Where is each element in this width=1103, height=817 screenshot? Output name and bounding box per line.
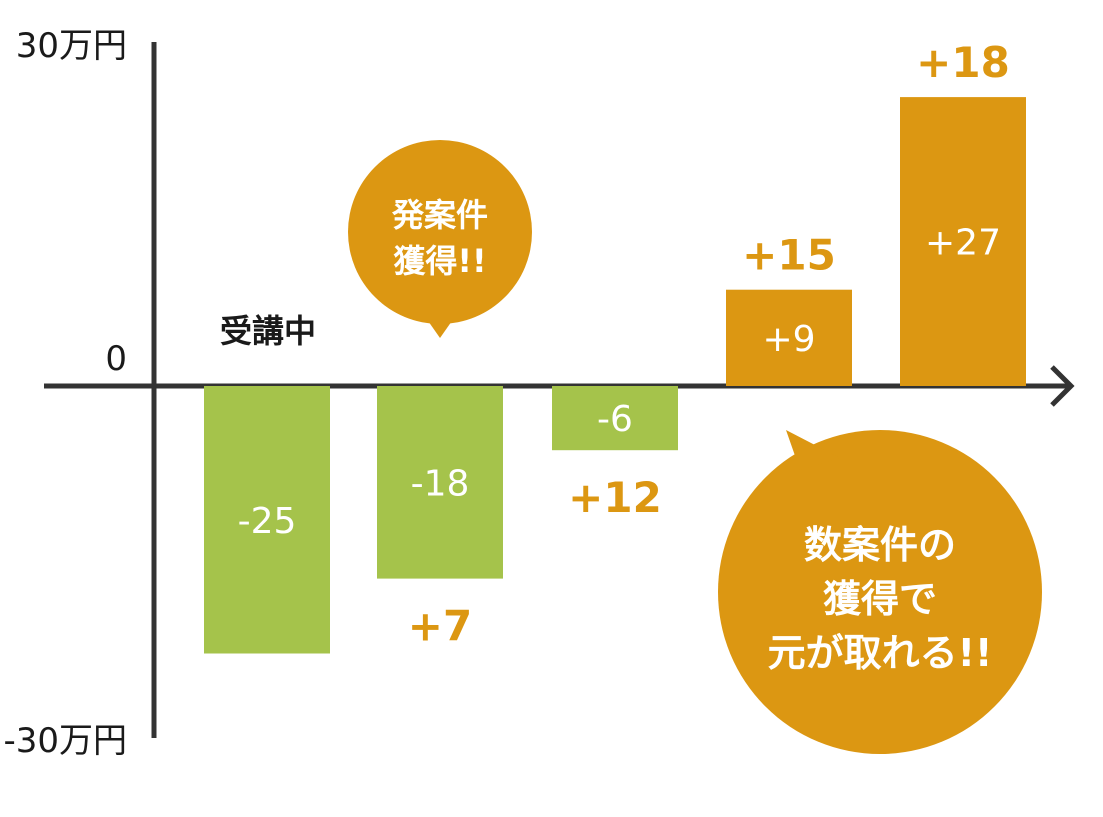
bars-group: -25 -18 +7 -6 +12 +9 +15 +27 +18: [204, 38, 1026, 654]
bar-delta-label-4: +15: [742, 231, 836, 280]
bar-delta-label-2: +7: [408, 602, 472, 651]
bubble-large-line-3: 元が取れる!!: [768, 631, 993, 675]
bar-5: [900, 97, 1026, 386]
bar-delta-label-5: +18: [916, 38, 1010, 87]
bar-value-label-3: -6: [597, 399, 633, 440]
bar-2: [377, 386, 503, 579]
bubble-small: 発案件 獲得!!: [348, 140, 532, 338]
bar-delta-label-3: +12: [568, 473, 662, 522]
bar-3: [552, 386, 678, 451]
phase-label: 受講中: [220, 312, 316, 350]
y-tick-zero: 0: [105, 339, 127, 379]
bar-value-label-4: +9: [762, 319, 815, 360]
bubble-large-line-1: 数案件の: [804, 523, 956, 567]
bar-value-label-1: -25: [238, 501, 297, 542]
bubble-small-line-2: 獲得!!: [393, 242, 486, 280]
y-tick-bottom: -30万円: [3, 721, 127, 761]
bubble-large: 数案件の 獲得で 元が取れる!!: [718, 430, 1042, 754]
bar-value-label-5: +27: [925, 223, 1001, 264]
y-tick-top: 30万円: [16, 26, 127, 66]
bar-4: [726, 289, 852, 386]
bar-1: [204, 386, 330, 654]
bubble-small-line-1: 発案件: [391, 196, 488, 234]
bar-value-label-2: -18: [411, 463, 470, 504]
x-axis-arrow-icon: [1050, 365, 1075, 407]
bubble-large-line-2: 獲得で: [823, 577, 937, 621]
